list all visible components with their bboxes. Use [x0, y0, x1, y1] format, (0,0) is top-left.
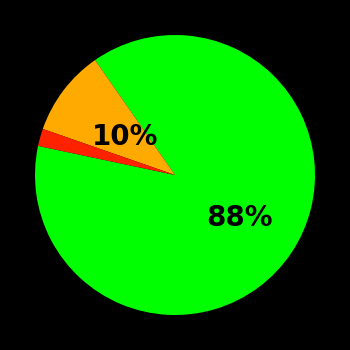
Wedge shape [38, 129, 175, 175]
Wedge shape [35, 35, 315, 315]
Text: 10%: 10% [92, 123, 158, 151]
Text: 88%: 88% [206, 204, 272, 232]
Wedge shape [43, 60, 175, 175]
